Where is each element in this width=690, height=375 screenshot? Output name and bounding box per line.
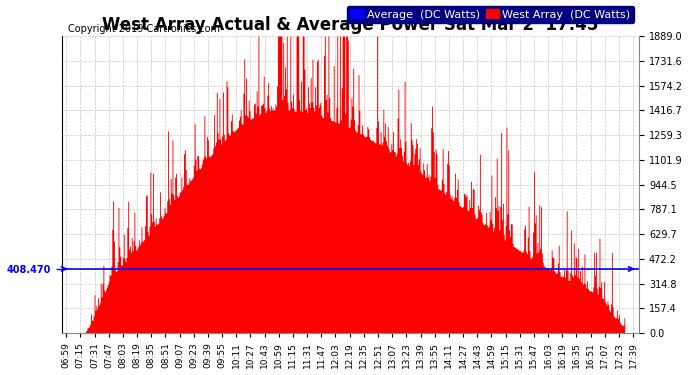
Text: Copyright 2019 Cartronics.com: Copyright 2019 Cartronics.com: [68, 24, 219, 34]
Legend: Average  (DC Watts), West Array  (DC Watts): Average (DC Watts), West Array (DC Watts…: [347, 6, 634, 23]
Title: West Array Actual & Average Power Sat Mar 2  17:45: West Array Actual & Average Power Sat Ma…: [102, 16, 599, 34]
